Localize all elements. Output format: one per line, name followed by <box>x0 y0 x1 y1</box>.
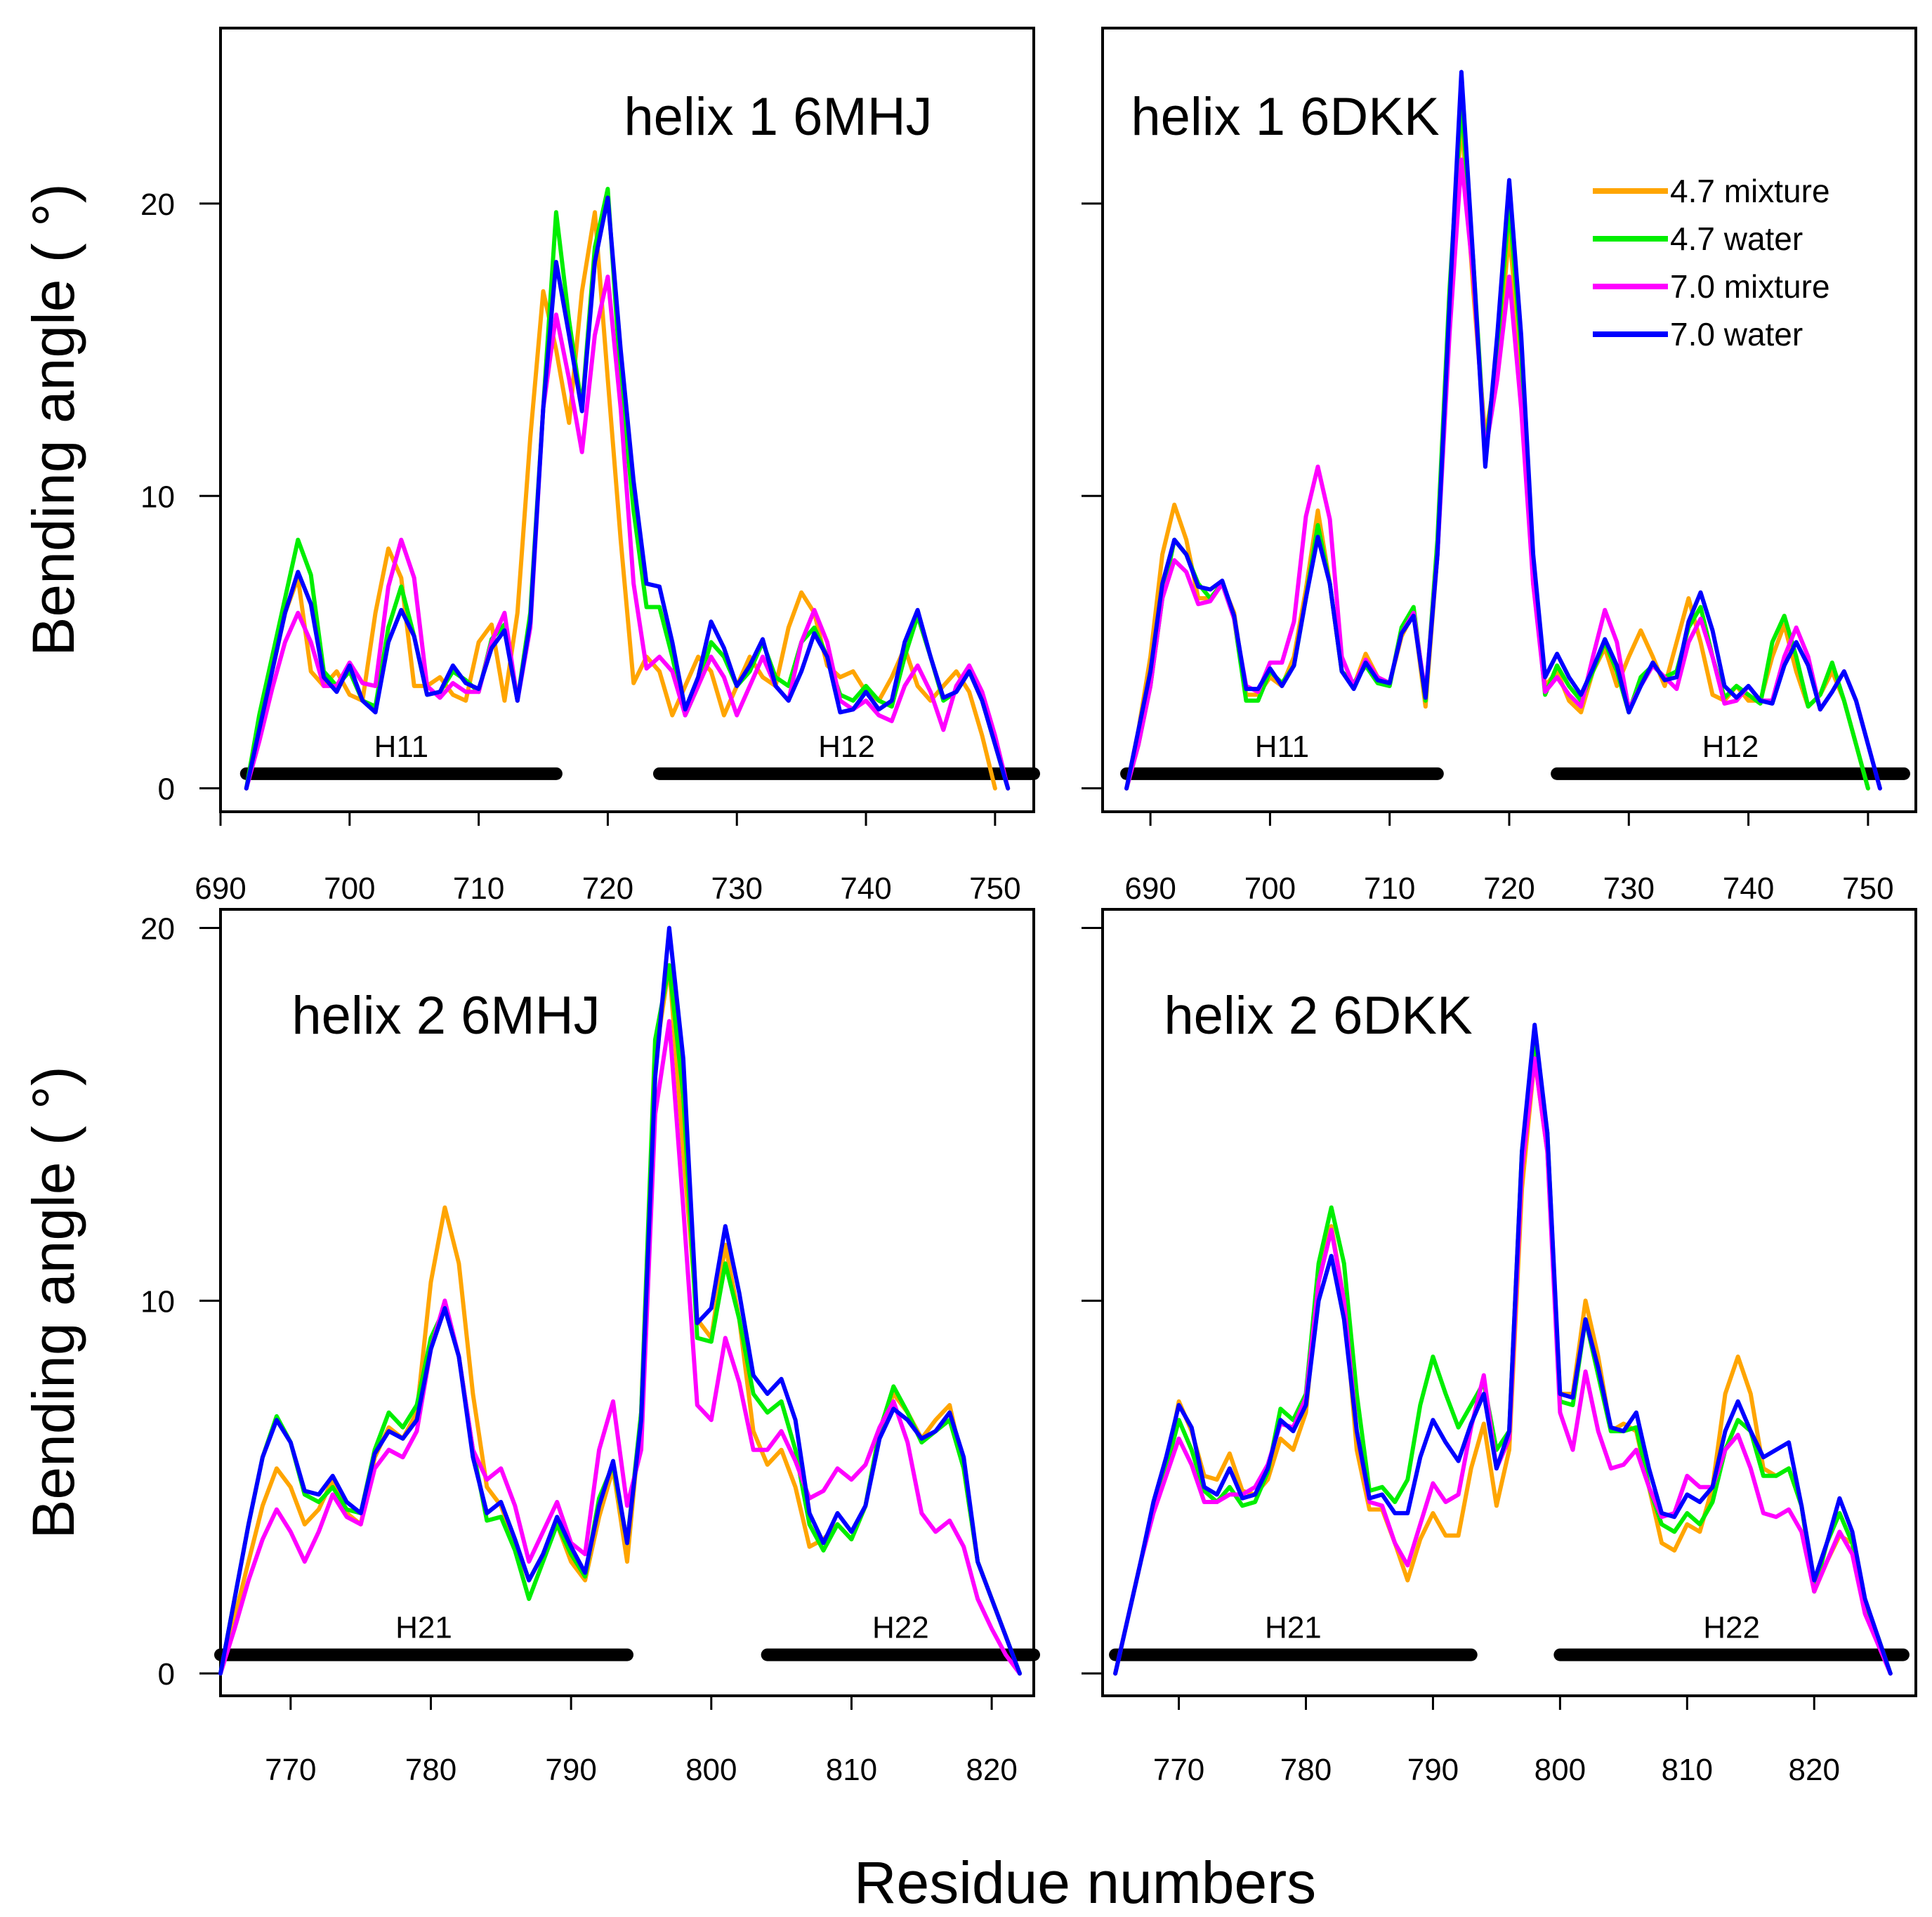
x-tick-label: 730 <box>711 871 763 906</box>
y-tick-label: 0 <box>158 1657 175 1692</box>
helix-label: H22 <box>1703 1611 1760 1645</box>
x-tick-label: 730 <box>1603 871 1655 906</box>
y-tick-label: 0 <box>158 772 175 807</box>
series-line-7-0-mixture <box>244 275 1011 791</box>
series-line-7-0-water <box>1113 1022 1893 1676</box>
x-tick-label: 750 <box>1842 871 1893 906</box>
helix-label: H21 <box>395 1611 452 1645</box>
helix-label: H11 <box>1255 730 1309 764</box>
legend-label: 7.0 mixture <box>1670 268 1830 305</box>
x-tick-label: 690 <box>1124 871 1176 906</box>
x-axis-title: Residue numbers <box>854 1850 1316 1916</box>
panel-title: helix 2 6MHJ <box>291 986 600 1046</box>
series-line-7-0-mixture <box>218 1019 1022 1676</box>
x-tick-label: 810 <box>1662 1753 1713 1787</box>
series-line-7-0-water <box>1124 70 1882 791</box>
x-tick-label: 800 <box>1535 1753 1586 1787</box>
plot-frame <box>219 908 1035 1697</box>
y-tick-label: 10 <box>140 480 175 514</box>
x-tick-label: 720 <box>582 871 633 906</box>
panel-title: helix 1 6MHJ <box>624 87 932 147</box>
panel-title: helix 1 6DKK <box>1131 87 1439 147</box>
plot-frame <box>1101 908 1917 1697</box>
chart-marks: 770 780 790 800 810 820 0 10 20 H21 H22 <box>140 912 1040 1787</box>
series-line-7-0-water <box>218 925 1022 1676</box>
y-axis-title-bottom: Bending angle ( °) <box>20 1066 86 1539</box>
series-line-4-7-mixture <box>218 963 1022 1676</box>
chart-marks: 770 780 790 800 810 820 H21 H22 <box>1082 927 1910 1787</box>
legend-label: 4.7 mixture <box>1670 173 1830 209</box>
x-tick-label: 710 <box>453 871 504 906</box>
x-tick-label: 790 <box>545 1753 596 1787</box>
y-tick-label: 20 <box>140 187 175 222</box>
series-line-4-7-mixture <box>1124 113 1870 791</box>
x-tick-label: 770 <box>265 1753 316 1787</box>
legend-label: 7.0 water <box>1670 316 1803 353</box>
y-tick-label: 10 <box>140 1284 175 1319</box>
x-tick-label: 690 <box>195 871 246 906</box>
x-tick-label: 740 <box>840 871 891 906</box>
x-tick-label: 780 <box>1280 1753 1332 1787</box>
legend-label: 4.7 water <box>1670 220 1803 257</box>
x-tick-label: 750 <box>969 871 1020 906</box>
y-tick-label: 20 <box>140 912 175 947</box>
x-tick-label: 780 <box>405 1753 456 1787</box>
x-tick-label: 800 <box>685 1753 737 1787</box>
panel-helix-1-6mhj: 690 700 710 720 730 740 750 0 10 20 H11 H12 helix 1… <box>140 27 1040 906</box>
x-tick-label: 770 <box>1153 1753 1204 1787</box>
helix-label: H22 <box>872 1611 929 1645</box>
helix-label: H21 <box>1265 1611 1322 1645</box>
x-tick-label: 810 <box>826 1753 877 1787</box>
y-axis-title-top: Bending angle ( °) <box>20 183 86 656</box>
series-line-4-7-water <box>244 187 1011 791</box>
chart-marks: 690 700 710 720 730 740 750 0 10 20 H11 H12 <box>140 187 1040 906</box>
x-tick-label: 710 <box>1364 871 1415 906</box>
x-tick-label: 790 <box>1407 1753 1459 1787</box>
helix-label: H12 <box>818 730 875 764</box>
panel-title: helix 2 6DKK <box>1164 986 1472 1046</box>
x-tick-label: 700 <box>324 871 375 906</box>
helix-label: H12 <box>1702 730 1759 764</box>
series-line-4-7-mixture <box>1113 1056 1893 1676</box>
plot-frame <box>219 27 1035 813</box>
panel-helix-2-6mhj: 770 780 790 800 810 820 0 10 20 H21 H22 helix 2 6M… <box>140 908 1040 1787</box>
series-line-7-0-water <box>244 195 1011 791</box>
x-tick-label: 820 <box>966 1753 1017 1787</box>
legend: 4.7 mixture 4.7 water 7.0 mixture 7.0 wa… <box>1593 173 1830 353</box>
panel-helix-1-6dkk: 690 700 710 720 730 740 750 H11 H12 helix 1 6DKK… <box>1082 27 1917 906</box>
series-line-4-7-water <box>218 963 1022 1676</box>
x-tick-label: 820 <box>1789 1753 1840 1787</box>
chart-marks: 690 700 710 720 730 740 750 H11 H12 <box>1082 70 1910 906</box>
helix-label: H11 <box>374 730 428 764</box>
x-tick-label: 720 <box>1483 871 1535 906</box>
x-tick-label: 700 <box>1244 871 1296 906</box>
x-tick-label: 740 <box>1723 871 1774 906</box>
series-line-4-7-water <box>1113 1037 1893 1676</box>
panel-helix-2-6dkk: 770 780 790 800 810 820 H21 H22 helix 2 6DKK <box>1082 908 1917 1787</box>
series-line-7-0-mixture <box>1113 1056 1893 1676</box>
